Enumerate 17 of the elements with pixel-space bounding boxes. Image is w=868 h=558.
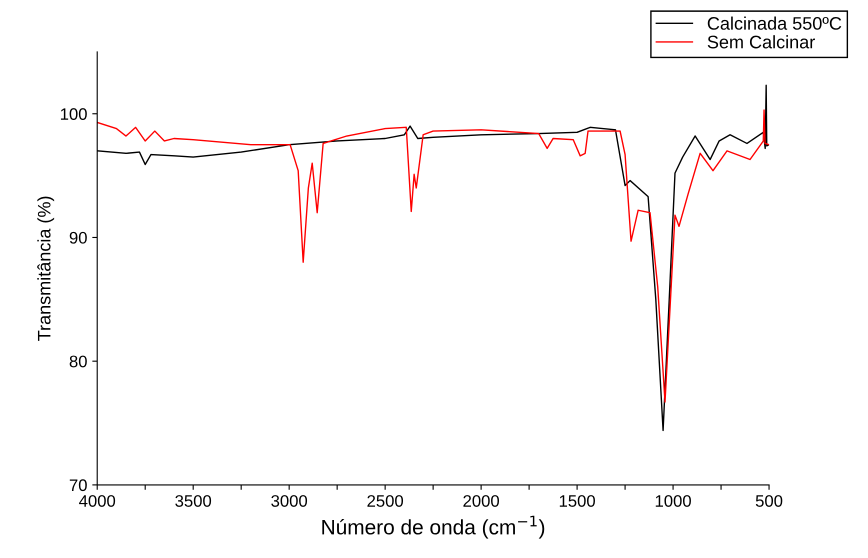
x-tick-label: 4000: [79, 495, 116, 507]
y-tick-label: 80: [70, 356, 87, 368]
y-axis-title: Transmitância (%): [37, 196, 54, 341]
legend-label: Calcinada 550ºC: [708, 16, 842, 30]
x-tick-label: 500: [756, 495, 782, 507]
x-tick-label: 2500: [367, 495, 404, 507]
y-tick-label: 90: [70, 232, 87, 244]
x-tick-label: 1500: [560, 495, 595, 507]
x-tick-label: 2000: [463, 495, 500, 507]
y-tick-label: 70: [70, 479, 87, 492]
x-axis-title: Número de onda (cm$^{−1}$): [322, 516, 544, 539]
line-series: [97, 109, 770, 403]
y-tick-label: 100: [60, 108, 87, 120]
x-tick-label: 3000: [271, 495, 308, 507]
x-tick-label: 3500: [175, 495, 212, 507]
x-tick-label: 1000: [656, 495, 691, 507]
legend-label: Sem Calcinar: [708, 35, 815, 48]
